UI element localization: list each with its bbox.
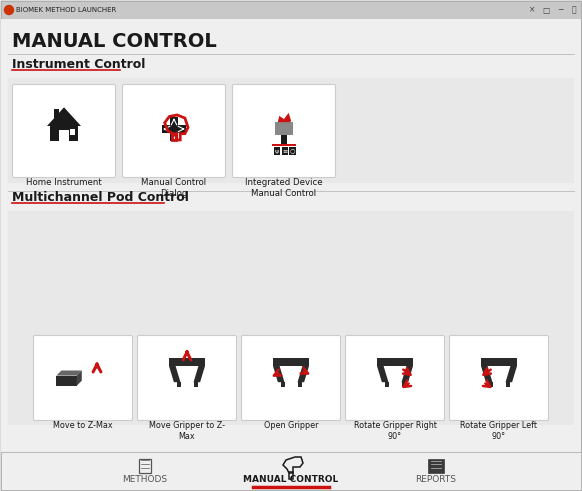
FancyBboxPatch shape	[232, 84, 335, 178]
Polygon shape	[377, 357, 413, 366]
Text: ×: ×	[529, 5, 535, 15]
FancyBboxPatch shape	[8, 78, 574, 183]
Text: METHODS: METHODS	[122, 474, 168, 484]
FancyBboxPatch shape	[242, 335, 340, 420]
FancyBboxPatch shape	[385, 382, 389, 387]
Text: Instrument Control: Instrument Control	[12, 57, 146, 71]
Polygon shape	[297, 366, 309, 382]
FancyBboxPatch shape	[1, 452, 581, 490]
Text: −: −	[557, 5, 563, 15]
Polygon shape	[47, 108, 81, 126]
Polygon shape	[70, 130, 75, 135]
Polygon shape	[56, 376, 77, 386]
FancyBboxPatch shape	[162, 125, 186, 133]
Polygon shape	[54, 109, 59, 117]
Text: ○: ○	[290, 148, 295, 154]
FancyBboxPatch shape	[428, 459, 444, 473]
FancyBboxPatch shape	[289, 147, 296, 155]
FancyBboxPatch shape	[272, 144, 296, 146]
Polygon shape	[51, 126, 77, 141]
Text: ψ: ψ	[275, 148, 279, 154]
Polygon shape	[273, 357, 309, 366]
Circle shape	[170, 125, 178, 133]
Text: Multichannel Pod Control: Multichannel Pod Control	[12, 191, 189, 203]
Text: Move to Z-Max: Move to Z-Max	[53, 421, 113, 430]
Text: Manual Control
Dialog: Manual Control Dialog	[141, 178, 207, 198]
FancyBboxPatch shape	[402, 382, 406, 387]
FancyBboxPatch shape	[281, 382, 285, 387]
Text: Open Gripper: Open Gripper	[264, 421, 318, 430]
FancyBboxPatch shape	[194, 382, 198, 387]
Polygon shape	[402, 366, 413, 382]
Polygon shape	[59, 130, 69, 141]
Text: REPORTS: REPORTS	[416, 474, 456, 484]
FancyBboxPatch shape	[170, 116, 178, 141]
Text: Rotate Gripper Left
90°: Rotate Gripper Left 90°	[460, 421, 538, 441]
Polygon shape	[56, 371, 82, 376]
FancyBboxPatch shape	[8, 211, 574, 425]
FancyBboxPatch shape	[506, 382, 510, 387]
FancyBboxPatch shape	[346, 335, 445, 420]
Circle shape	[5, 5, 13, 15]
FancyBboxPatch shape	[281, 135, 287, 144]
Text: MANUAL CONTROL: MANUAL CONTROL	[243, 474, 339, 484]
FancyBboxPatch shape	[275, 122, 293, 135]
Text: Integrated Device
Manual Control: Integrated Device Manual Control	[245, 178, 323, 198]
FancyBboxPatch shape	[12, 84, 115, 178]
FancyBboxPatch shape	[177, 382, 181, 387]
FancyBboxPatch shape	[122, 84, 225, 178]
Polygon shape	[169, 357, 205, 366]
Polygon shape	[481, 357, 517, 366]
Text: MANUAL CONTROL: MANUAL CONTROL	[12, 31, 217, 51]
FancyBboxPatch shape	[1, 19, 581, 453]
FancyBboxPatch shape	[282, 147, 288, 155]
FancyBboxPatch shape	[274, 147, 280, 155]
FancyBboxPatch shape	[137, 335, 236, 420]
Polygon shape	[506, 366, 517, 382]
Text: Move Gripper to Z-
Max: Move Gripper to Z- Max	[149, 421, 225, 441]
Text: Rotate Gripper Right
90°: Rotate Gripper Right 90°	[353, 421, 436, 441]
Polygon shape	[278, 113, 293, 122]
Polygon shape	[194, 366, 205, 382]
FancyBboxPatch shape	[297, 382, 301, 387]
FancyBboxPatch shape	[34, 335, 133, 420]
Text: BIOMEK METHOD LAUNCHER: BIOMEK METHOD LAUNCHER	[16, 7, 116, 13]
Polygon shape	[377, 366, 388, 382]
Text: ⓘ: ⓘ	[572, 5, 576, 15]
FancyBboxPatch shape	[1, 1, 581, 19]
Polygon shape	[481, 366, 492, 382]
Text: □: □	[542, 5, 549, 15]
Polygon shape	[77, 371, 82, 386]
FancyBboxPatch shape	[449, 335, 548, 420]
FancyBboxPatch shape	[489, 382, 494, 387]
Polygon shape	[169, 366, 180, 382]
Text: ≡: ≡	[282, 148, 288, 154]
Polygon shape	[273, 366, 285, 382]
Text: Home Instrument: Home Instrument	[26, 178, 102, 187]
